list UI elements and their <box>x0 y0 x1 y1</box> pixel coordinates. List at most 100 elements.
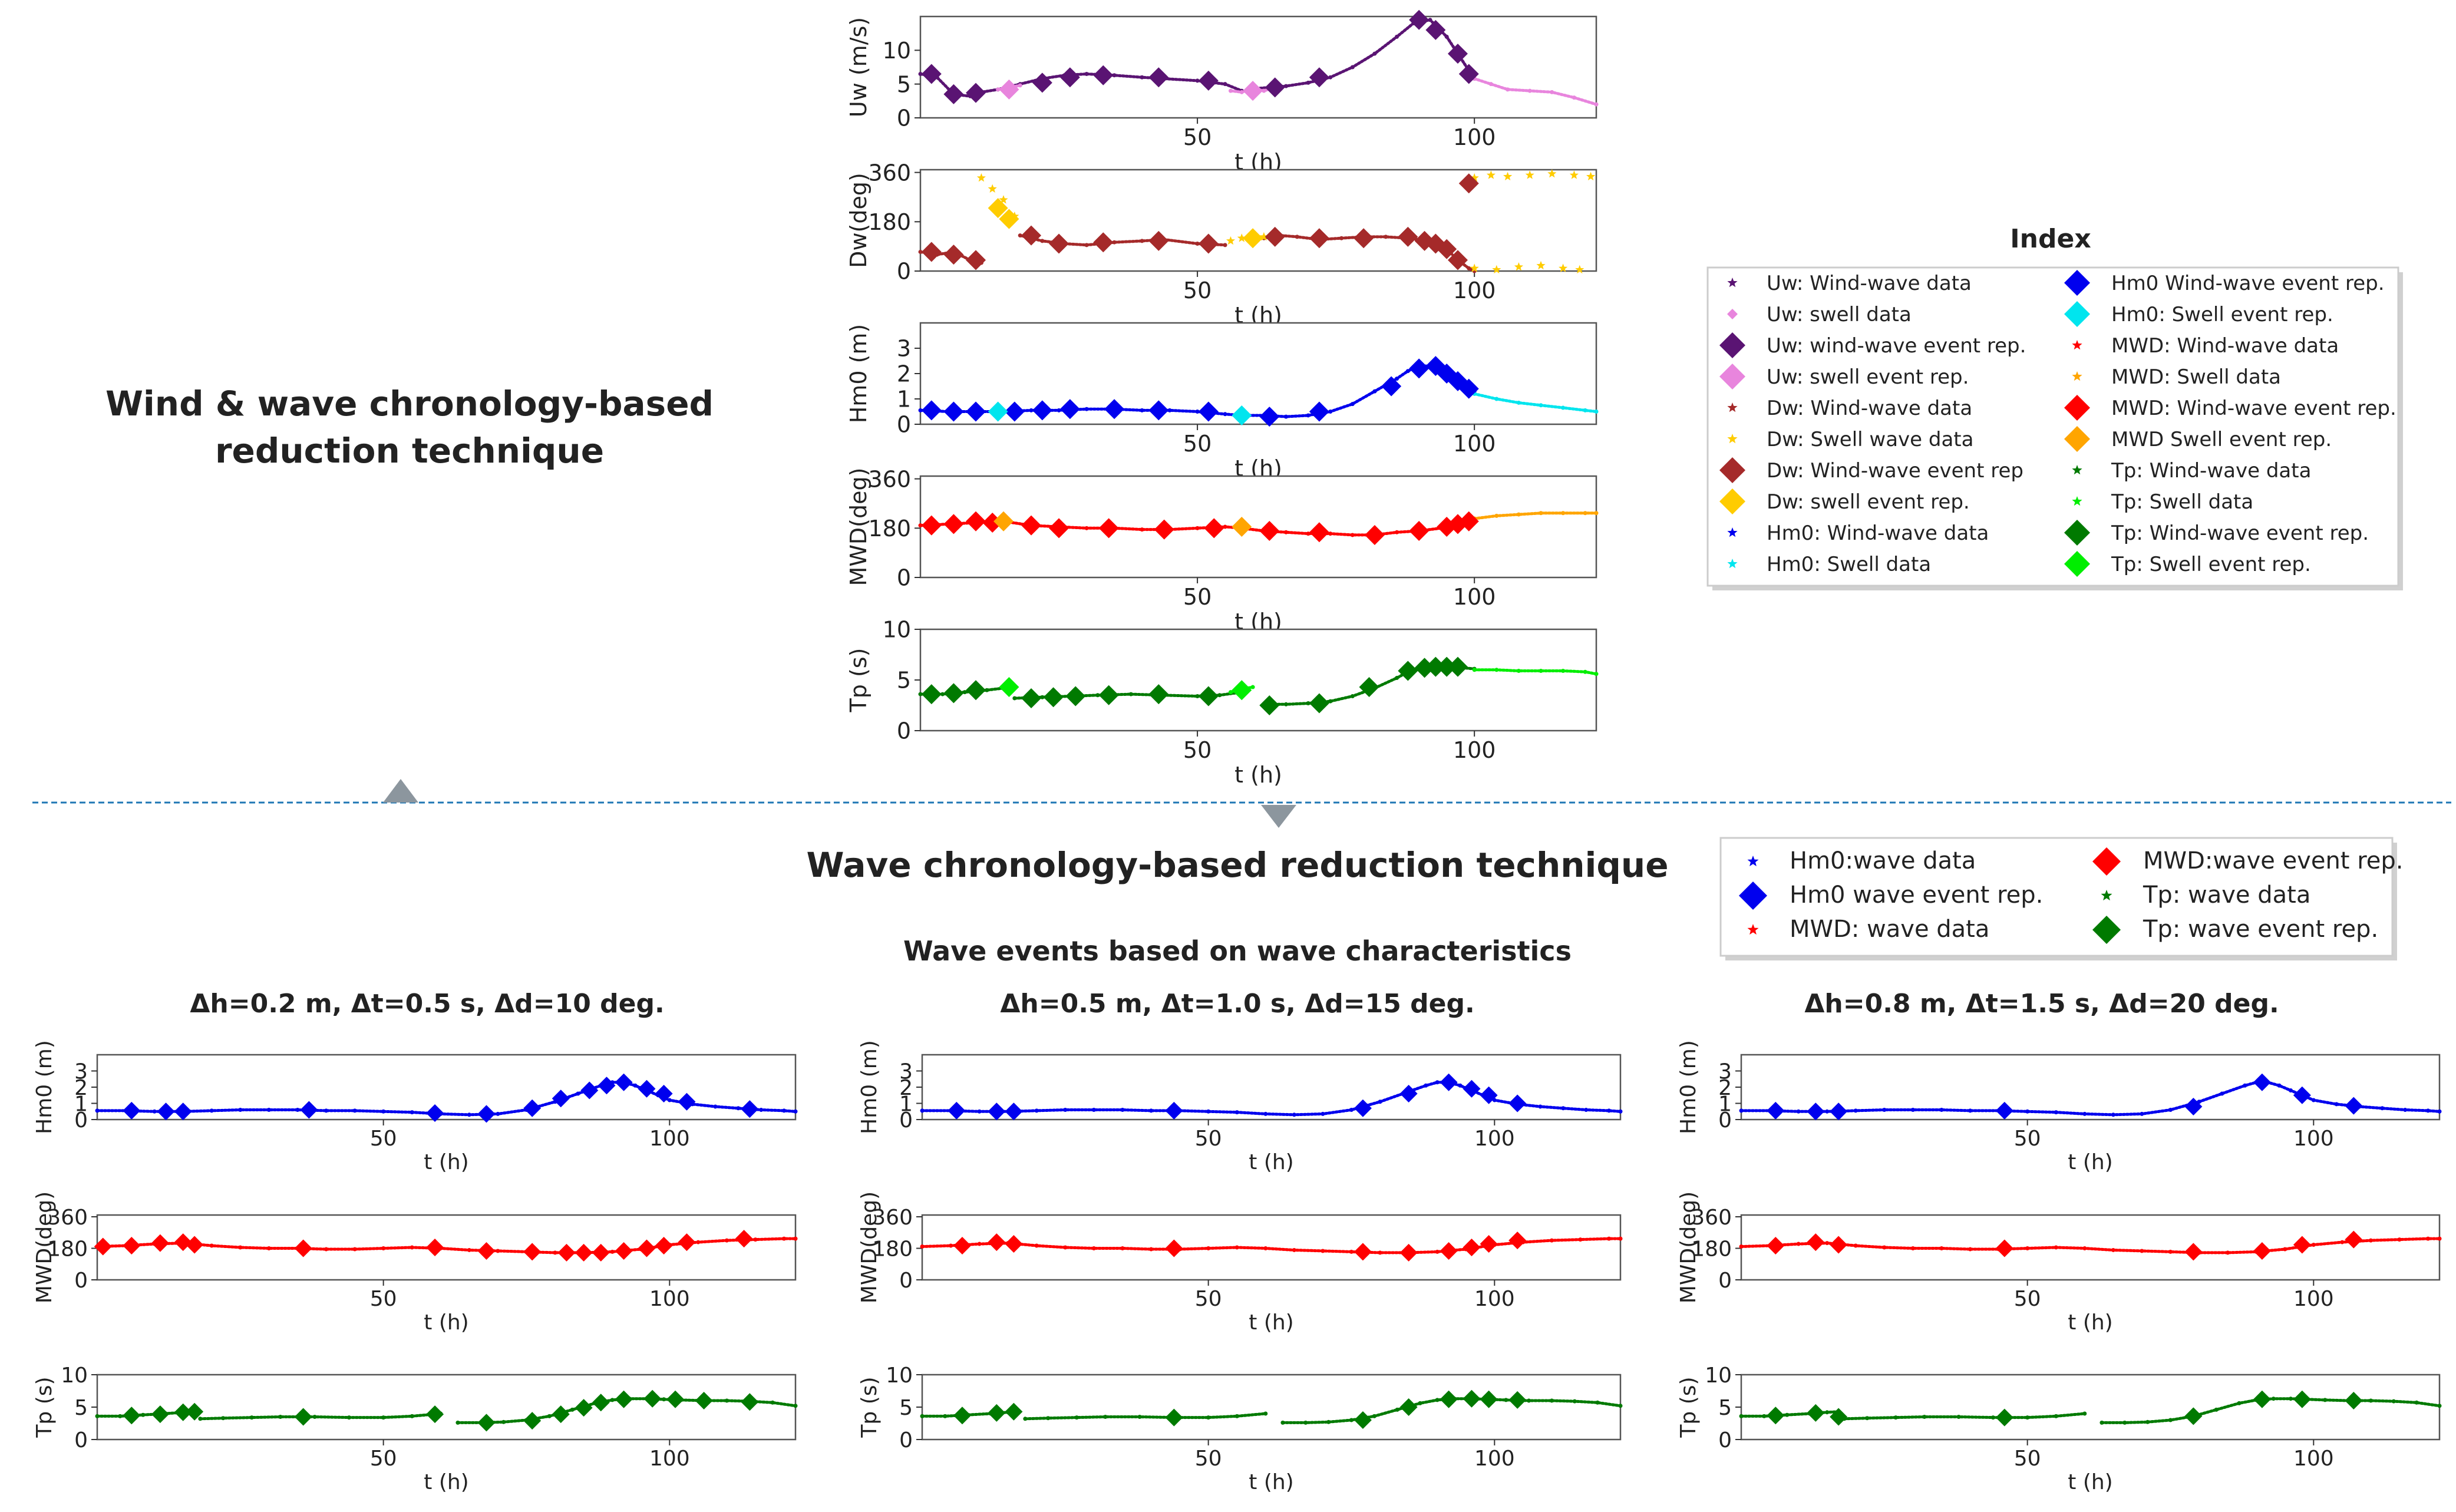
data-point <box>667 1098 672 1102</box>
legend-entry: Dw: swell event rep. <box>1719 488 1970 514</box>
data-point <box>1091 1108 1096 1112</box>
data-point <box>1539 511 1543 516</box>
event-marker <box>1354 1411 1372 1429</box>
x-tick-label: 50 <box>1183 584 1212 610</box>
data-point <box>118 1414 123 1418</box>
data-point <box>1206 1246 1211 1250</box>
x-tick-label: 50 <box>1195 1447 1222 1471</box>
event-marker <box>966 680 986 701</box>
series <box>123 1389 759 1432</box>
event-marker <box>2293 1086 2311 1104</box>
event-marker <box>1398 661 1418 681</box>
data-point <box>1561 511 1566 516</box>
series <box>198 1411 443 1421</box>
series <box>1767 1390 2363 1427</box>
event-marker <box>1425 19 1446 40</box>
legend-label: Uw: swell event rep. <box>1767 365 1969 389</box>
series <box>921 173 1479 270</box>
data-point <box>1514 262 1523 271</box>
series <box>94 1230 753 1262</box>
data-point <box>1328 531 1333 536</box>
data-point <box>1223 524 1227 529</box>
y-tick-label: 3 <box>897 336 911 362</box>
data-point <box>1120 1108 1125 1112</box>
data-point <box>1234 1245 1239 1250</box>
event-marker <box>966 401 986 422</box>
event-marker <box>2293 1236 2311 1254</box>
series <box>953 1389 1527 1429</box>
data-point <box>943 1414 948 1418</box>
data-point <box>1539 403 1543 408</box>
series <box>1739 1080 2442 1117</box>
data-point <box>1424 1083 1428 1088</box>
data-point <box>1206 1415 1211 1420</box>
x-axis-label: t (h) <box>424 1150 468 1174</box>
data-point <box>1739 1244 1744 1249</box>
event-marker <box>1508 1391 1527 1409</box>
data-point <box>1063 1108 1068 1112</box>
legend-star-icon <box>1747 924 1759 935</box>
data-point <box>1084 407 1089 411</box>
event-marker <box>477 1105 496 1123</box>
event-marker <box>2184 1098 2203 1115</box>
event-marker <box>1259 407 1280 427</box>
data-point <box>576 1091 580 1096</box>
data-point <box>1470 263 1479 272</box>
data-point <box>1023 1417 1028 1421</box>
data-point <box>1149 1247 1154 1252</box>
x-tick-label: 100 <box>649 1287 690 1311</box>
x-axis-label: t (h) <box>1234 762 1282 788</box>
event-marker <box>592 1243 610 1262</box>
x-tick-label: 100 <box>1453 124 1496 150</box>
data-point <box>1569 170 1579 179</box>
wave-legend: Hm0:wave data Hm0 wave event rep. MWD: wav… <box>1719 837 2403 960</box>
data-point <box>1536 260 1546 270</box>
data-point <box>1195 410 1200 414</box>
data-point <box>1306 531 1310 536</box>
data-point <box>1516 512 1521 517</box>
event-marker <box>1381 376 1402 397</box>
data-point <box>553 1250 557 1255</box>
data-point <box>1435 1249 1440 1254</box>
top-title-line2: reduction technique <box>215 431 604 471</box>
data-point <box>988 184 997 193</box>
data-point <box>2054 1245 2058 1250</box>
column-title-3: Δh=0.8 m, Δt=1.5 s, Δd=20 deg. <box>1804 989 2279 1019</box>
data-point <box>1428 18 1432 22</box>
event-marker <box>655 1085 673 1102</box>
y-tick-label: 0 <box>74 1428 88 1452</box>
data-point <box>1140 75 1144 80</box>
event-marker <box>1463 1079 1481 1098</box>
data-point <box>1910 1246 1915 1250</box>
legend-label: Uw: Wind-wave data <box>1767 272 1972 295</box>
event-marker <box>1409 9 1430 30</box>
column-title-2: Δh=0.5 m, Δt=1.0 s, Δd=15 deg. <box>1000 989 1474 1019</box>
event-marker <box>1265 226 1285 247</box>
legend-entry: Dw: Wind-wave event rep <box>1719 457 2023 483</box>
event-marker <box>186 1402 204 1421</box>
data-point <box>1968 1247 1973 1252</box>
data-point <box>782 1108 787 1113</box>
event-marker <box>1830 1408 1848 1426</box>
data-point <box>1395 676 1399 681</box>
legend-label: Hm0 Wind-wave event rep. <box>2111 272 2385 295</box>
data-point <box>2111 1112 2115 1117</box>
data-point <box>1112 73 1117 78</box>
event-marker <box>598 1077 616 1095</box>
legend-entry: Hm0 wave event rep. <box>1739 882 2043 910</box>
event-marker <box>1409 358 1430 379</box>
legend-entry: Dw: Wind-wave data <box>1727 397 1972 420</box>
data-point <box>501 1419 506 1424</box>
x-tick-label: 50 <box>370 1127 397 1151</box>
legend-entry: MWD Swell event rep. <box>2064 426 2332 452</box>
data-point <box>724 1238 729 1243</box>
event-marker <box>999 677 1019 698</box>
data-point <box>1561 669 1566 674</box>
y-tick-label: 5 <box>899 1396 913 1420</box>
y-tick-label: 1 <box>899 1092 913 1116</box>
event-marker <box>580 1081 599 1100</box>
data-point <box>2414 1400 2419 1405</box>
data-point <box>547 1414 552 1418</box>
series <box>1472 668 1599 676</box>
